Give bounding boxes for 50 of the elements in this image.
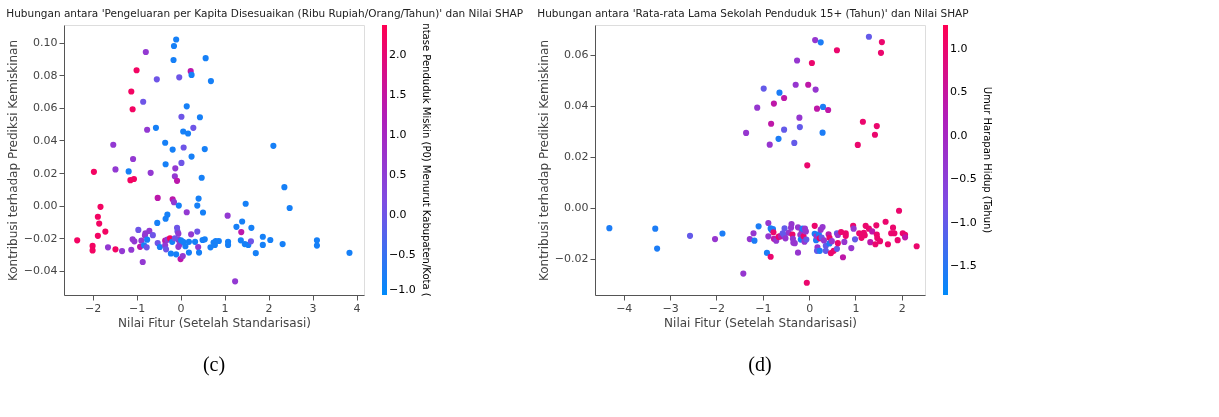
x-tick-label: −1 [755, 301, 772, 315]
color-bar-label: −1.0 [950, 215, 977, 229]
color-bar-label: 0.0 [389, 208, 407, 222]
color-bar-title: ntase Penduduk Miskin (P0) Menurut Kabupaten/Kota ( [421, 23, 432, 297]
x-tick-label: −1 [128, 301, 146, 315]
x-tick-label: 2 [265, 301, 273, 315]
x-axis-title: Nilai Fitur (Setelah Standarisasi) [118, 315, 311, 330]
y-tick-label: −0.04 [23, 264, 58, 278]
chart-title: Hubungan antara 'Pengeluaran per Kapita Disesuaikan (Ribu Rupiah/Orang/Tahun)' dan Nilai SHAP [6, 6, 524, 19]
x-tick-label: 2 [898, 301, 906, 315]
color-bar-label: 1.0 [950, 41, 968, 55]
color-bar-label: 0.0 [950, 128, 968, 142]
x-tick-label: 0 [177, 301, 185, 315]
x-axis-title: Nilai Fitur (Setelah Standarisasi) [664, 315, 857, 330]
color-bar-label: 2.0 [389, 48, 407, 62]
color-bar-label: 1.0 [389, 128, 407, 142]
x-tick-label: −3 [662, 301, 679, 315]
y-tick-label: 0.00 [564, 201, 589, 215]
y-tick-label: 0.00 [33, 199, 58, 213]
y-tick-label: −0.02 [23, 231, 58, 245]
color-bar-title: Umur Harapan Hidup (Tahun) [982, 86, 993, 234]
y-tick-label: 0.10 [33, 36, 58, 50]
y-tick-label: 0.08 [33, 68, 58, 82]
color-bar-label: −1.0 [389, 283, 416, 296]
x-tick-label: −4 [616, 301, 633, 315]
y-tick-label: 0.04 [564, 99, 589, 113]
y-tick-label: 0.02 [33, 166, 58, 180]
x-tick-label: −2 [708, 301, 726, 315]
x-tick-label: 1 [221, 301, 229, 315]
x-tick-label: 1 [852, 301, 860, 315]
color-bar-label: 1.5 [389, 88, 407, 102]
x-tick-label: 3 [309, 301, 317, 315]
color-bar-label: −0.5 [389, 248, 416, 262]
y-tick-label: 0.06 [564, 48, 589, 62]
y-tick-label: 0.04 [33, 133, 58, 147]
color-bar-label: 0.5 [950, 85, 968, 99]
x-tick-label: −2 [84, 301, 102, 315]
color-bar-label: 0.5 [389, 168, 407, 182]
y-axis-title: Kontribusi terhadap Prediksi Kemiskinan [536, 39, 551, 282]
x-tick-label: 4 [353, 301, 361, 315]
y-tick-label: 0.02 [564, 150, 589, 164]
text: (d) [748, 353, 772, 376]
x-tick-label: 0 [806, 301, 814, 315]
y-tick-label: −0.02 [554, 252, 589, 266]
y-tick-label: 0.06 [33, 101, 58, 115]
color-bar-label: −0.5 [950, 172, 977, 186]
chart-title: Hubungan antara 'Rata-rata Lama Sekolah Penduduk 15+ (Tahun)' dan Nilai SHAP [537, 6, 969, 19]
color-bar-label: −1.5 [950, 259, 977, 273]
y-axis-title: Kontribusi terhadap Prediksi Kemiskinan [5, 39, 20, 282]
text: (c) [202, 353, 226, 376]
